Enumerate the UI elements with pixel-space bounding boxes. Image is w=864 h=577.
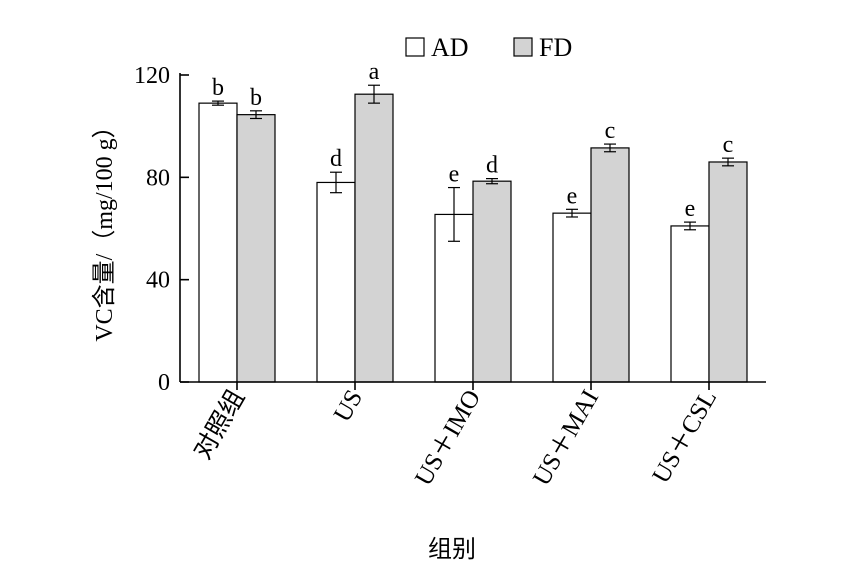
- x-tick-label: 对照组: [188, 385, 250, 464]
- y-tick-label: 120: [134, 63, 170, 89]
- x-tick-label: US＋CSL: [647, 386, 722, 489]
- significance-letter: d: [330, 146, 342, 172]
- significance-letter: e: [685, 196, 696, 222]
- bar-ad: [198, 102, 238, 383]
- significance-letter: b: [250, 85, 262, 111]
- bar-ad: [316, 181, 356, 383]
- bar-fd: [236, 114, 276, 383]
- bar-ad: [670, 225, 710, 383]
- bar-fd: [708, 161, 748, 383]
- significance-letter: a: [369, 59, 380, 85]
- significance-letter: e: [449, 162, 460, 188]
- bar-fd: [590, 147, 630, 383]
- y-axis-title: VC含量/（mg/100 g）: [91, 114, 118, 341]
- legend: AD FD: [405, 33, 572, 62]
- legend-label-ad: AD: [431, 33, 469, 62]
- bar-ad: [434, 213, 474, 383]
- y-tick-label: 0: [158, 370, 170, 396]
- y-tick-label: 40: [146, 268, 170, 294]
- bar-ad: [552, 212, 592, 383]
- significance-letter: d: [486, 153, 498, 179]
- significance-letter: c: [723, 132, 734, 158]
- bar-fd: [472, 180, 512, 383]
- significance-letter: b: [212, 75, 224, 101]
- legend-swatch-fd: [513, 37, 533, 57]
- x-axis-title: 组别: [428, 536, 476, 563]
- x-tick-label: US: [329, 386, 368, 427]
- x-tick-label: US＋MAI: [528, 386, 604, 491]
- bar-fd: [354, 93, 394, 383]
- significance-letter: e: [567, 183, 578, 209]
- y-ticks: 0 40 80 120: [134, 63, 189, 396]
- y-tick-label: 80: [146, 165, 170, 191]
- legend-swatch-ad: [405, 37, 425, 57]
- significance-letter: c: [605, 118, 616, 144]
- x-tick-labels: 对照组 US US＋IMO US＋MAI US＋CSL: [188, 382, 722, 490]
- x-tick-label: US＋IMO: [410, 386, 486, 491]
- legend-label-fd: FD: [539, 33, 572, 62]
